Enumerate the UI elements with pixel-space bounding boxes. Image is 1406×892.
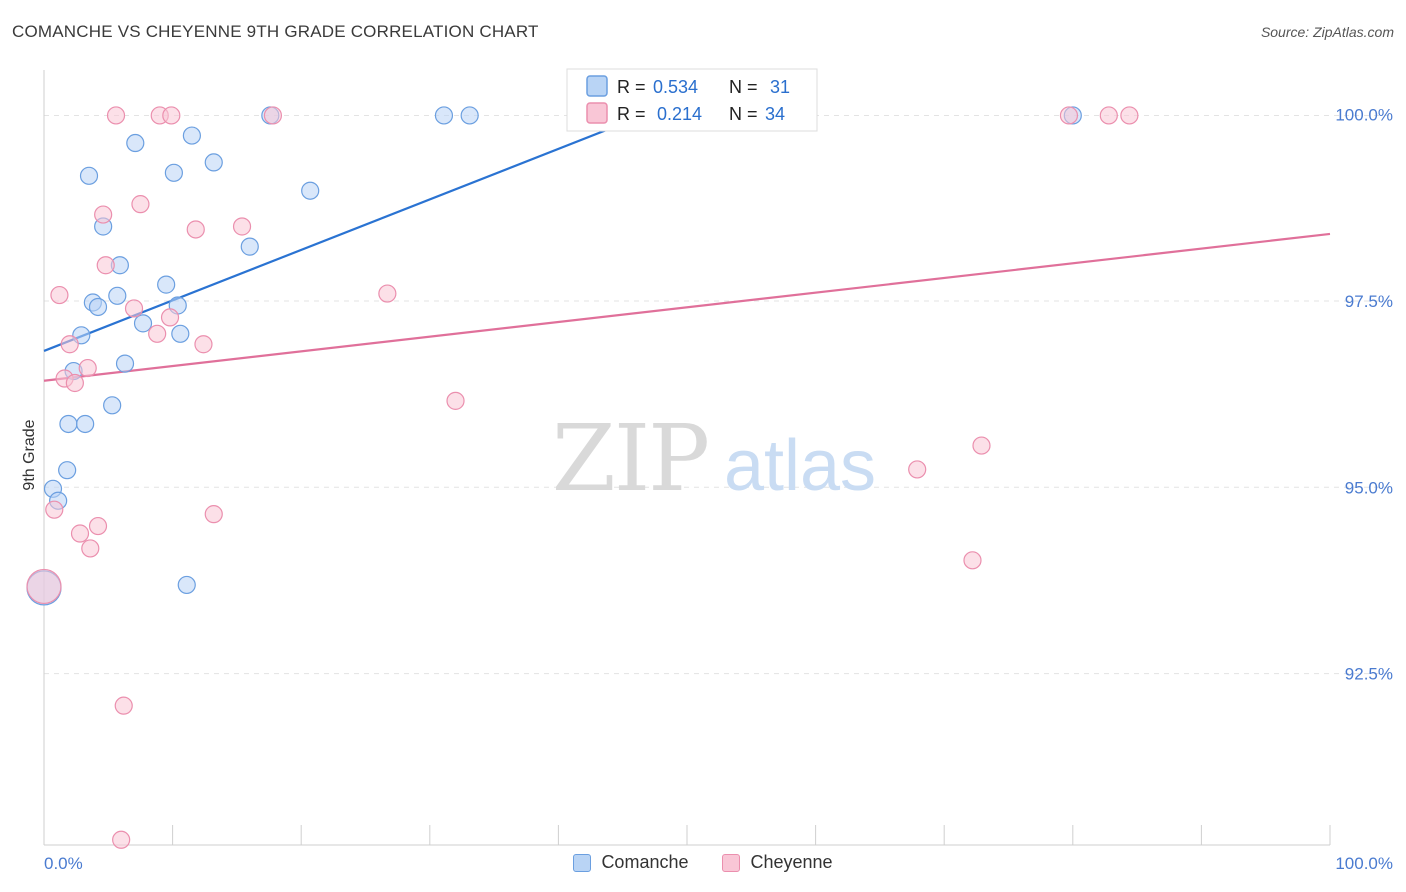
watermark-zip: ZIP [552, 405, 708, 512]
legend-swatch-comanche [573, 854, 591, 872]
scatter-chart: ZIP atlas 100.0%97.5%95.0%92.5%0.0% 100.0… [0, 0, 1406, 892]
data-point-cheyenne [149, 325, 166, 342]
data-point-comanche [59, 462, 76, 479]
data-point-cheyenne [1100, 107, 1117, 124]
data-point-cheyenne [82, 540, 99, 557]
data-point-comanche [60, 415, 77, 432]
y-tick-label: 100.0% [1335, 106, 1393, 125]
data-point-cheyenne [132, 196, 149, 213]
data-point-comanche [77, 415, 94, 432]
data-point-cheyenne [115, 697, 132, 714]
data-point-cheyenne [973, 437, 990, 454]
data-point-comanche [158, 276, 175, 293]
legend-label-comanche: Comanche [601, 852, 688, 873]
series-legend: Comanche Cheyenne [0, 852, 1406, 873]
data-point-cheyenne [187, 221, 204, 238]
data-point-comanche [90, 298, 107, 315]
legend-n-value-comanche: 31 [770, 77, 790, 97]
data-point-cheyenne [162, 309, 179, 326]
data-point-cheyenne [97, 257, 114, 274]
legend-r-label-cheyenne: R = [617, 104, 646, 124]
data-point-cheyenne [95, 206, 112, 223]
legend-r-value-cheyenne: 0.214 [657, 104, 702, 124]
legend-item-comanche[interactable]: Comanche [573, 852, 688, 873]
data-point-cheyenne [113, 831, 130, 848]
data-point-comanche [165, 164, 182, 181]
data-point-comanche [205, 154, 222, 171]
trend-line-cheyenne [44, 234, 1330, 381]
y-axis-label: 9th Grade [21, 419, 38, 490]
grid-lines [44, 115, 1392, 673]
data-point-cheyenne [1121, 107, 1138, 124]
data-point-cheyenne [1060, 107, 1077, 124]
legend-item-cheyenne[interactable]: Cheyenne [722, 852, 832, 873]
data-point-comanche [178, 576, 195, 593]
legend-swatch-cheyenne [722, 854, 740, 872]
watermark-atlas: atlas [724, 426, 876, 506]
data-point-comanche [81, 167, 98, 184]
data-point-cheyenne [46, 501, 63, 518]
legend-r-value-comanche: 0.534 [653, 77, 698, 97]
data-point-comanche [461, 107, 478, 124]
data-point-cheyenne [72, 525, 89, 542]
legend-label-cheyenne: Cheyenne [750, 852, 832, 873]
data-point-cheyenne [379, 285, 396, 302]
data-point-cheyenne [205, 506, 222, 523]
y-tick-label: 92.5% [1345, 665, 1393, 684]
legend-n-label-cheyenne: N = [729, 104, 758, 124]
data-point-comanche [117, 355, 134, 372]
data-point-comanche [127, 135, 144, 152]
data-point-cheyenne [108, 107, 125, 124]
data-point-comanche [135, 315, 152, 332]
data-point-cheyenne [126, 300, 143, 317]
data-point-comanche [302, 182, 319, 199]
data-point-cheyenne [964, 552, 981, 569]
data-point-comanche [241, 238, 258, 255]
data-point-cheyenne [27, 569, 61, 603]
data-point-cheyenne [447, 392, 464, 409]
legend-n-value-cheyenne: 34 [765, 104, 785, 124]
legend-r-label-comanche: R = [617, 77, 646, 97]
data-point-cheyenne [909, 461, 926, 478]
data-point-cheyenne [66, 374, 83, 391]
data-point-comanche [183, 127, 200, 144]
data-point-cheyenne [195, 336, 212, 353]
data-point-cheyenne [264, 107, 281, 124]
y-tick-label: 97.5% [1345, 292, 1393, 311]
data-point-comanche [109, 287, 126, 304]
data-point-cheyenne [79, 360, 96, 377]
data-point-cheyenne [51, 287, 68, 304]
legend-swatch-comanche [587, 76, 607, 96]
data-point-cheyenne [163, 107, 180, 124]
legend-swatch-cheyenne [587, 103, 607, 123]
data-point-cheyenne [90, 518, 107, 535]
legend-n-label-comanche: N = [729, 77, 758, 97]
data-point-comanche [172, 325, 189, 342]
trend-lines [44, 111, 1330, 381]
data-point-cheyenne [61, 336, 78, 353]
y-tick-label: 95.0% [1345, 478, 1393, 497]
data-point-cheyenne [234, 218, 251, 235]
data-point-comanche [104, 397, 121, 414]
stats-legend: R = 0.534 N = 31 R = 0.214 N = 34 [567, 69, 817, 131]
data-point-comanche [435, 107, 452, 124]
